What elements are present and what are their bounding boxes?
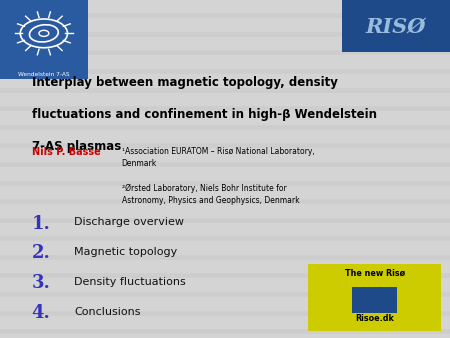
Bar xyxy=(342,0,450,52)
Text: 1.: 1. xyxy=(32,215,50,233)
Text: RISØ: RISØ xyxy=(366,16,426,36)
Text: The new Risø: The new Risø xyxy=(345,269,405,278)
Text: Magnetic topology: Magnetic topology xyxy=(74,247,177,257)
Text: 3.: 3. xyxy=(32,274,50,292)
Bar xyxy=(0,0,88,79)
Text: Interplay between magnetic topology, density: Interplay between magnetic topology, den… xyxy=(32,76,338,89)
Text: Conclusions: Conclusions xyxy=(74,307,141,317)
Text: 4.: 4. xyxy=(32,304,50,322)
Text: Density fluctuations: Density fluctuations xyxy=(74,277,186,287)
Text: 2.: 2. xyxy=(32,244,50,262)
Text: Wendelstein 7-AS: Wendelstein 7-AS xyxy=(18,72,70,77)
Text: Nils P. Basse: Nils P. Basse xyxy=(32,147,100,157)
Bar xyxy=(352,287,397,313)
Text: 7-AS plasmas: 7-AS plasmas xyxy=(32,140,121,153)
Text: fluctuations and confinement in high-β Wendelstein: fluctuations and confinement in high-β W… xyxy=(32,108,377,121)
Text: ²Ørsted Laboratory, Niels Bohr Institute for
Astronomy, Physics and Geophysics, : ²Ørsted Laboratory, Niels Bohr Institute… xyxy=(122,184,299,205)
Text: Discharge overview: Discharge overview xyxy=(74,217,184,227)
Text: ¹Association EURATOM – Risø National Laboratory,
Denmark: ¹Association EURATOM – Risø National Lab… xyxy=(122,147,314,168)
Text: Risoe.dk: Risoe.dk xyxy=(355,314,394,323)
Bar xyxy=(308,264,441,331)
